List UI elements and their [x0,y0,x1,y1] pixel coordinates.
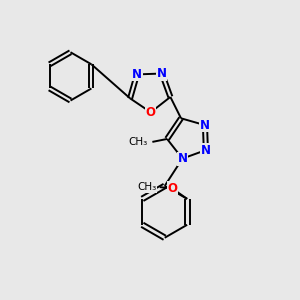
Text: N: N [157,67,167,80]
Text: N: N [132,68,142,81]
Text: CH₃: CH₃ [129,137,148,147]
Text: N: N [177,152,188,165]
Text: N: N [201,144,211,157]
Text: N: N [200,119,210,132]
Text: O: O [146,106,156,119]
Text: O: O [167,182,177,195]
Text: CH₃: CH₃ [137,182,156,192]
